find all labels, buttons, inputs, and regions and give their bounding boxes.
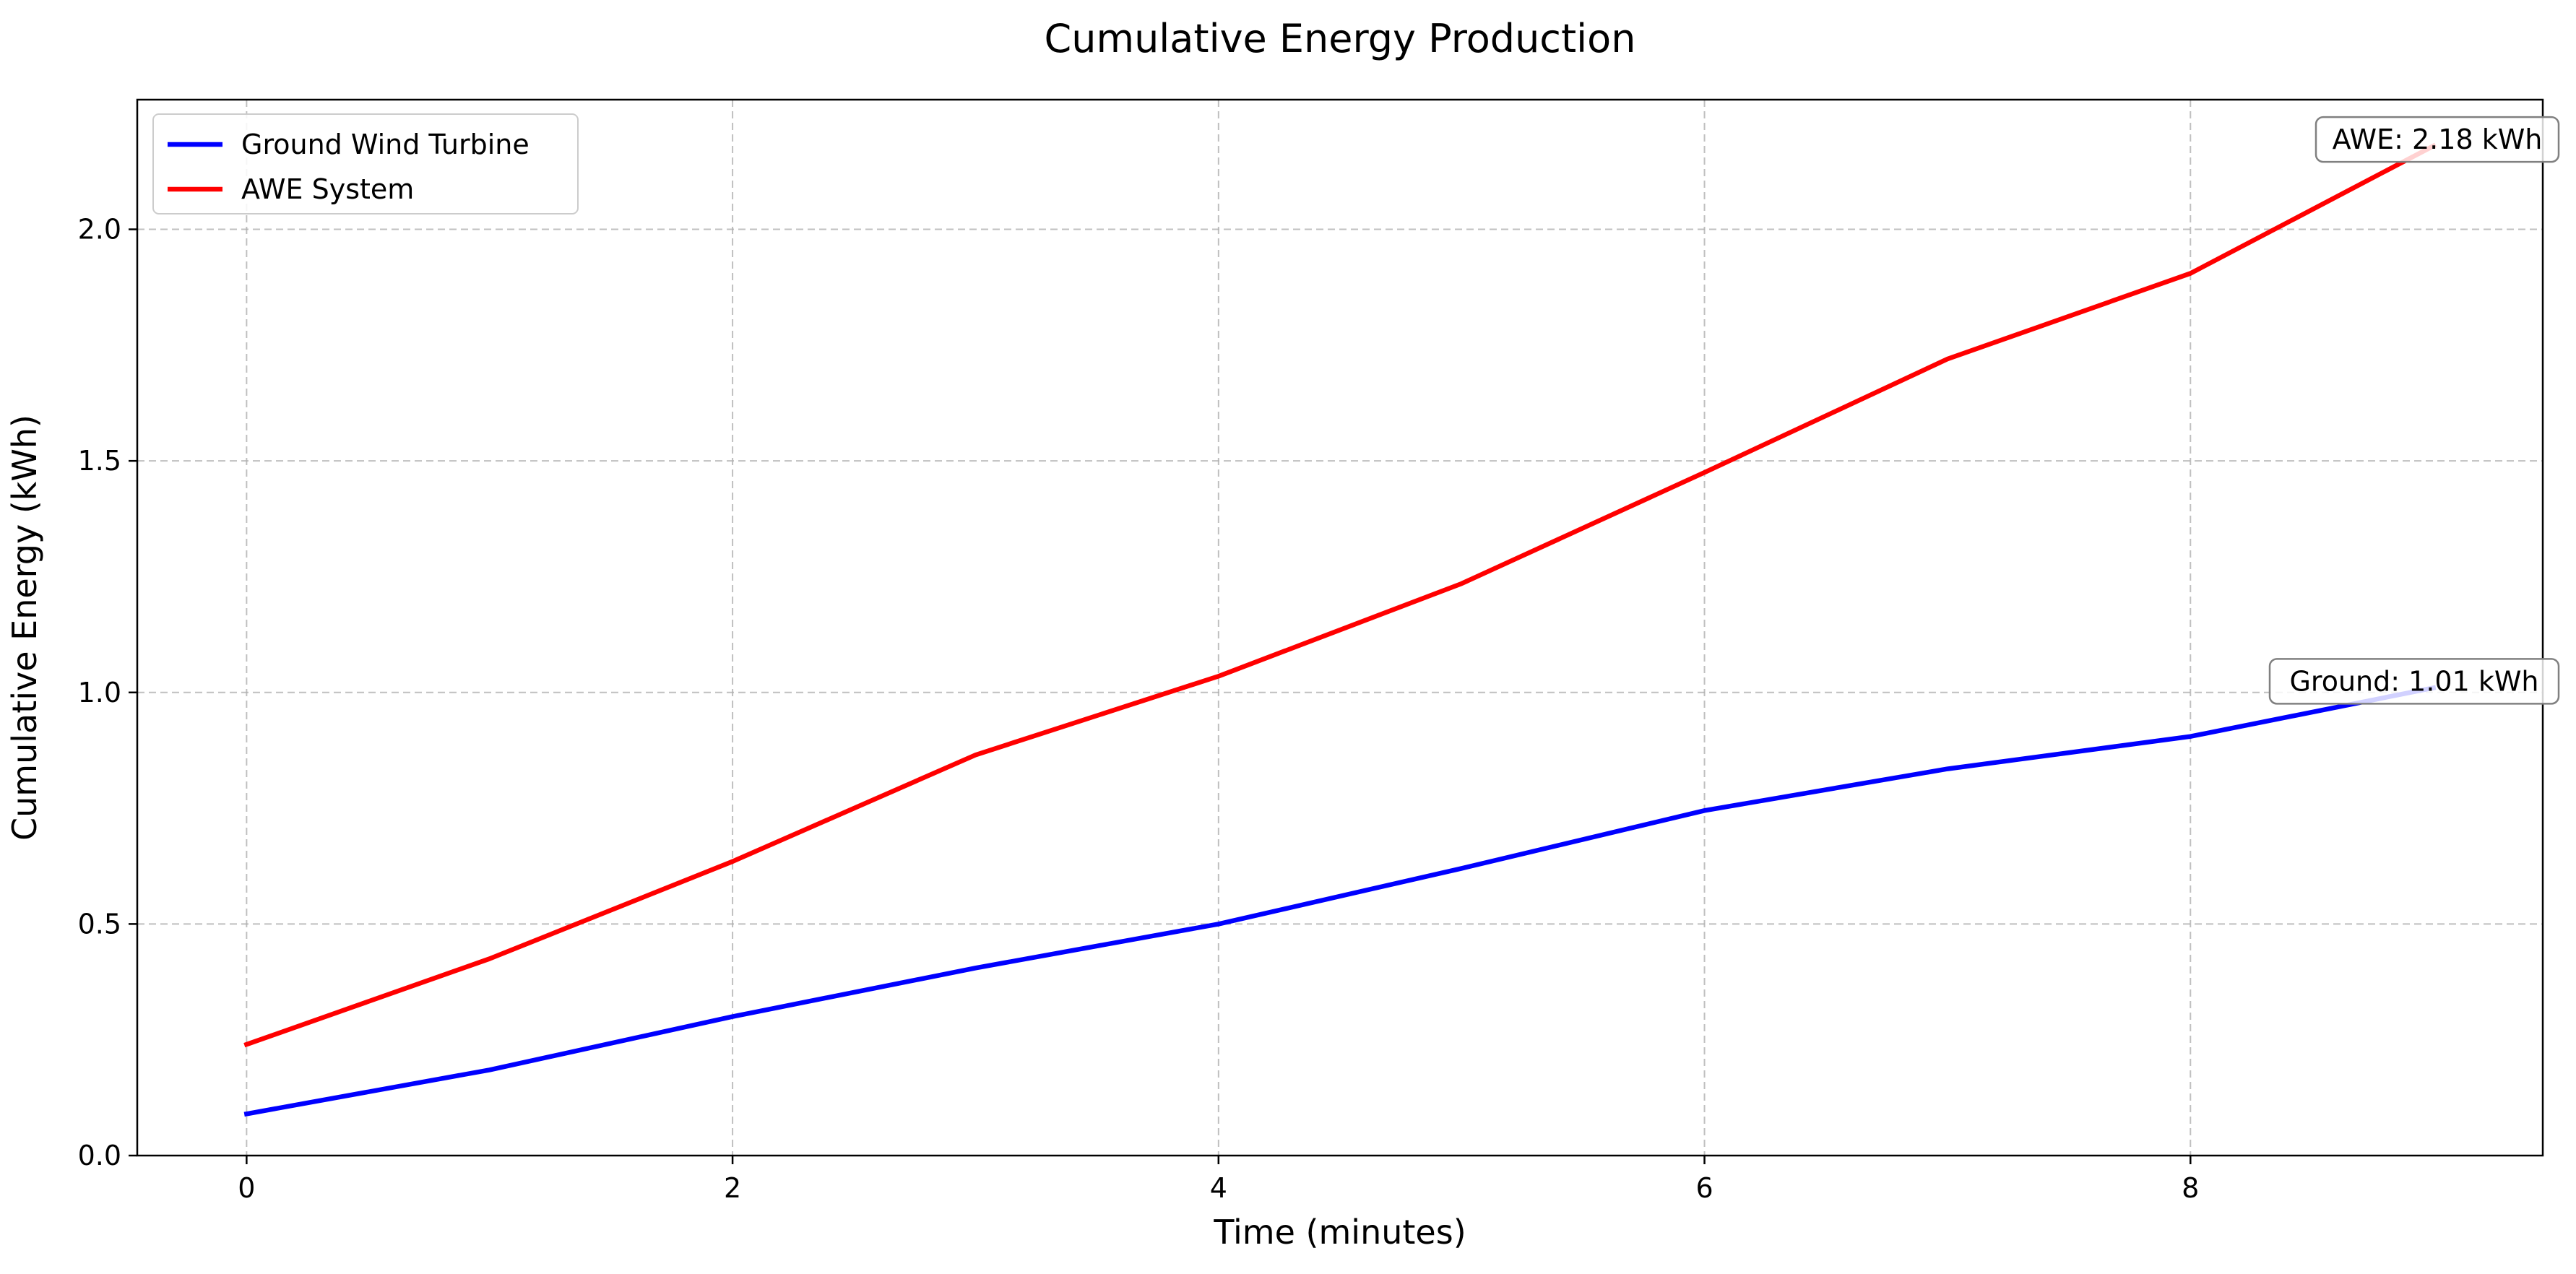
y-tick-label: 0.5 xyxy=(78,908,121,940)
y-tick-label: 0.0 xyxy=(78,1140,121,1171)
x-tick-label: 6 xyxy=(1695,1172,1713,1204)
x-tick-label: 2 xyxy=(724,1172,741,1204)
y-tick-label: 1.0 xyxy=(78,677,121,708)
x-axis-label: Time (minutes) xyxy=(1213,1213,1466,1252)
series-line-ground-wind-turbine xyxy=(243,685,2437,1117)
annotation-box xyxy=(2314,116,2560,163)
chart-title: Cumulative Energy Production xyxy=(1045,16,1636,61)
legend-label: Ground Wind Turbine xyxy=(241,129,530,160)
series-line-awe-system xyxy=(243,142,2437,1048)
annotation-awe-total: AWE: 2.18 kWh xyxy=(2333,124,2543,155)
annotation-ground-total: Ground: 1.01 kWh xyxy=(2289,665,2538,697)
annotation-box xyxy=(2268,658,2560,705)
x-tick-label: 8 xyxy=(2182,1172,2199,1204)
series-layer xyxy=(243,142,2437,1117)
y-axis-label: Cumulative Energy (kWh) xyxy=(5,415,44,841)
y-tick-label: 2.0 xyxy=(78,214,121,246)
legend: Ground Wind Turbine AWE System xyxy=(152,113,579,214)
annotations-layer: AWE: 2.18 kWh Ground: 1.01 kWh xyxy=(2268,116,2560,705)
legend-label: AWE System xyxy=(241,173,414,205)
x-tick-label: 4 xyxy=(1210,1172,1227,1204)
ticks-layer: 0 2 4 6 8 0.0 0.5 1.0 1.5 2.0 xyxy=(78,214,2200,1204)
legend-box xyxy=(152,113,579,214)
x-tick-label: 0 xyxy=(238,1172,255,1204)
plot-frame xyxy=(136,98,2544,1157)
y-tick-label: 1.5 xyxy=(78,445,121,477)
